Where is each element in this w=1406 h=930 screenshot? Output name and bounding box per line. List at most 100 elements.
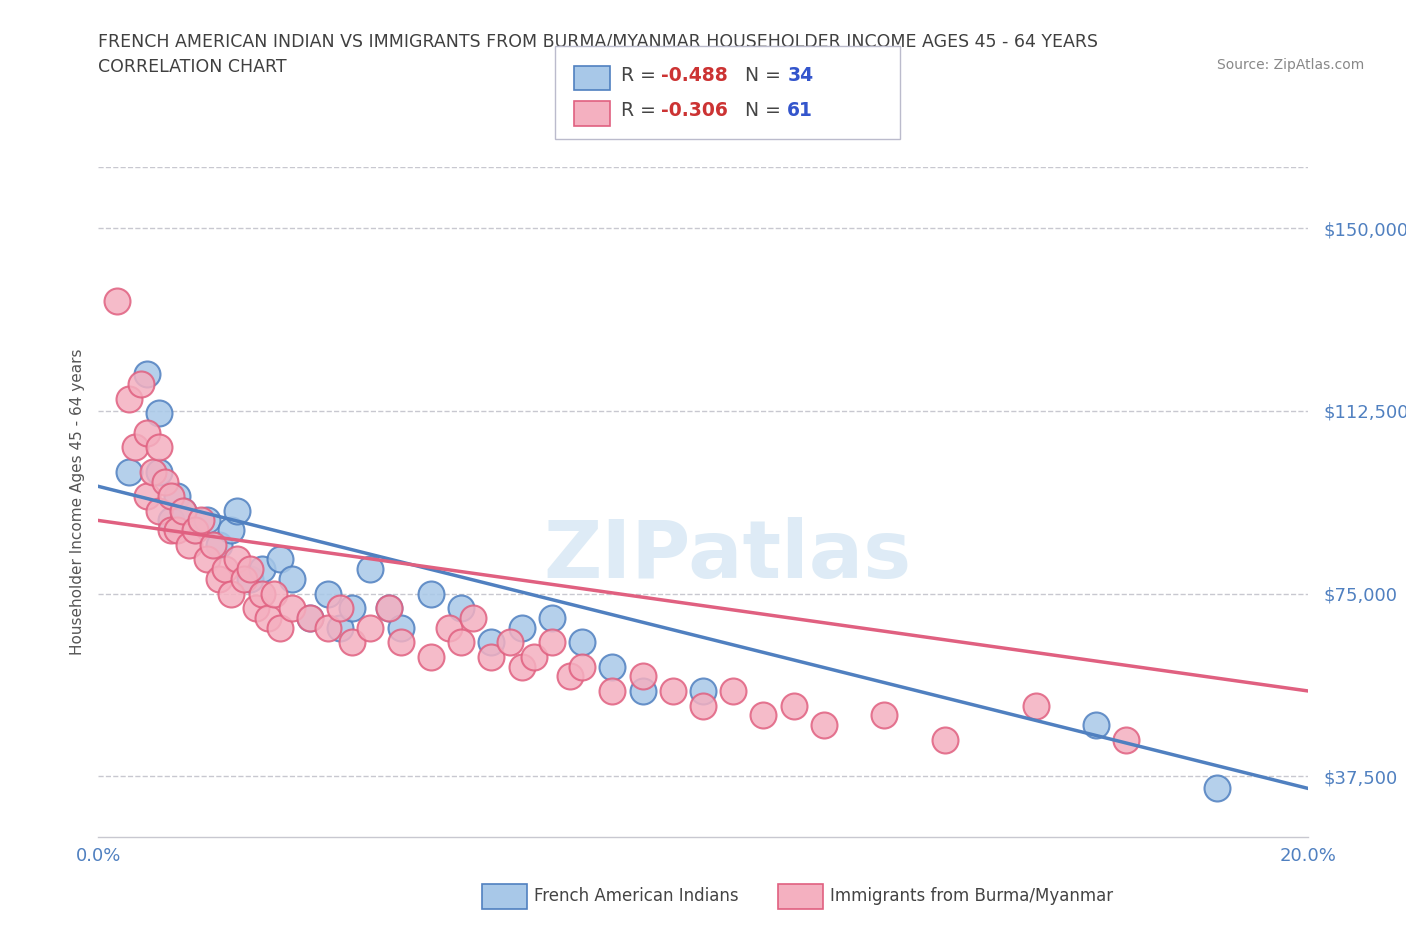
Point	[342, 635, 364, 650]
Point	[166, 523, 188, 538]
Point	[721, 684, 744, 698]
Point	[177, 538, 201, 552]
Point	[481, 649, 503, 664]
Point	[124, 440, 146, 455]
Point	[329, 620, 352, 635]
Point	[571, 659, 593, 674]
Point	[377, 601, 399, 616]
Point	[1024, 698, 1046, 713]
Point	[135, 367, 157, 382]
Point	[329, 601, 352, 616]
Point	[214, 562, 236, 577]
Point	[389, 635, 412, 650]
Point	[360, 562, 382, 577]
Point	[813, 718, 835, 733]
Point	[463, 610, 485, 625]
Point	[129, 377, 152, 392]
Point	[631, 669, 654, 684]
Point	[245, 601, 267, 616]
Text: N =: N =	[745, 66, 782, 85]
Point	[208, 538, 231, 552]
Point	[377, 601, 399, 616]
Point	[153, 474, 176, 489]
Point	[299, 610, 322, 625]
Point	[239, 562, 262, 577]
Point	[510, 620, 533, 635]
Point	[661, 684, 683, 698]
Text: FRENCH AMERICAN INDIAN VS IMMIGRANTS FROM BURMA/MYANMAR HOUSEHOLDER INCOME AGES : FRENCH AMERICAN INDIAN VS IMMIGRANTS FRO…	[98, 33, 1098, 50]
Point	[510, 659, 533, 674]
Point	[148, 405, 170, 420]
Point	[250, 586, 273, 601]
Point	[752, 708, 775, 723]
Point	[226, 552, 249, 567]
Point	[269, 620, 291, 635]
Point	[692, 698, 714, 713]
Text: CORRELATION CHART: CORRELATION CHART	[98, 58, 287, 75]
Point	[316, 620, 339, 635]
Point	[195, 513, 218, 528]
Point	[226, 503, 249, 518]
Point	[118, 392, 141, 406]
Point	[195, 552, 218, 567]
Text: ZIPatlas: ZIPatlas	[543, 517, 911, 595]
Point	[540, 635, 562, 650]
Text: N =: N =	[745, 101, 782, 120]
Point	[523, 649, 546, 664]
Point	[208, 571, 231, 586]
Point	[232, 571, 254, 586]
Point	[184, 523, 207, 538]
Point	[450, 635, 472, 650]
Point	[1206, 781, 1229, 796]
Point	[160, 488, 183, 503]
Point	[221, 586, 243, 601]
Point	[1085, 718, 1108, 733]
Point	[498, 635, 520, 650]
Point	[239, 571, 262, 586]
Text: Source: ZipAtlas.com: Source: ZipAtlas.com	[1216, 58, 1364, 72]
Point	[118, 464, 141, 479]
Point	[105, 294, 128, 309]
Point	[166, 488, 188, 503]
Text: Immigrants from Burma/Myanmar: Immigrants from Burma/Myanmar	[830, 886, 1112, 905]
Text: French American Indians: French American Indians	[534, 886, 740, 905]
Point	[437, 620, 460, 635]
Point	[221, 523, 243, 538]
Point	[450, 601, 472, 616]
Point	[142, 464, 165, 479]
Point	[419, 649, 441, 664]
Text: R =: R =	[621, 66, 657, 85]
Point	[934, 732, 956, 747]
Point	[631, 684, 654, 698]
Text: R =: R =	[621, 101, 657, 120]
Point	[481, 635, 503, 650]
Point	[602, 684, 624, 698]
Point	[184, 523, 207, 538]
Point	[782, 698, 804, 713]
Point	[148, 464, 170, 479]
Point	[135, 488, 157, 503]
Point	[269, 552, 291, 567]
Point	[250, 562, 273, 577]
Point	[873, 708, 896, 723]
Point	[190, 513, 212, 528]
Point	[540, 610, 562, 625]
Point	[263, 586, 285, 601]
Y-axis label: Householder Income Ages 45 - 64 years: Householder Income Ages 45 - 64 years	[69, 349, 84, 656]
Point	[558, 669, 581, 684]
Point	[299, 610, 322, 625]
Point	[148, 503, 170, 518]
Point	[202, 538, 225, 552]
Point	[135, 425, 157, 440]
Point	[316, 586, 339, 601]
Point	[160, 523, 183, 538]
Point	[160, 513, 183, 528]
Point	[419, 586, 441, 601]
Text: -0.306: -0.306	[661, 101, 728, 120]
Point	[692, 684, 714, 698]
Point	[342, 601, 364, 616]
Text: 61: 61	[787, 101, 813, 120]
Text: 34: 34	[787, 66, 814, 85]
Point	[148, 440, 170, 455]
Point	[172, 503, 194, 518]
